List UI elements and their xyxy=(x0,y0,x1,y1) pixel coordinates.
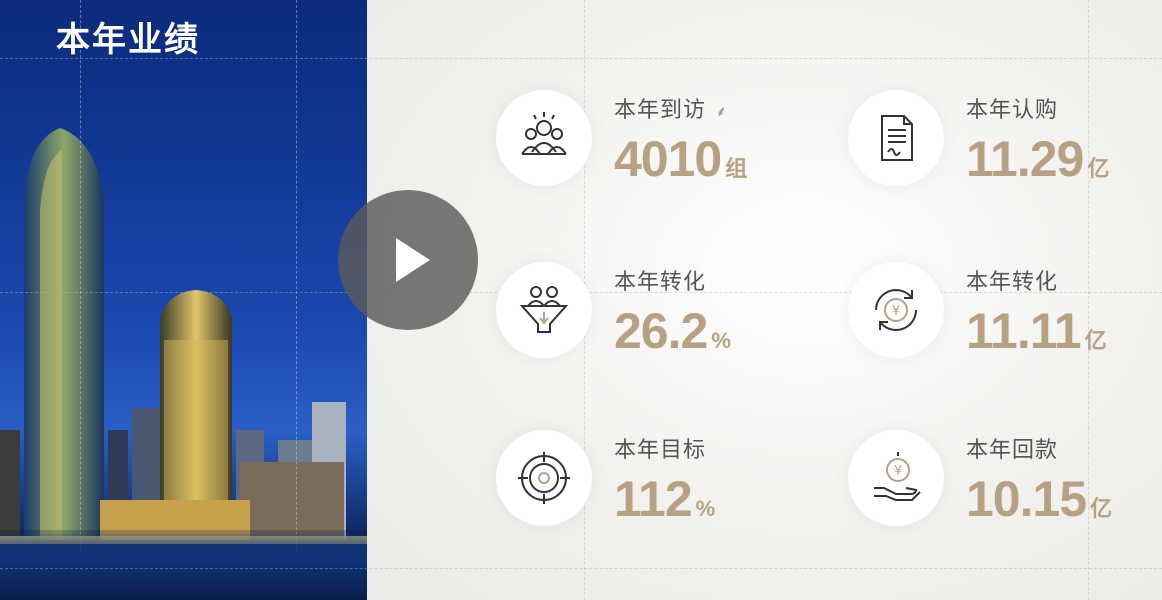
stat-value: 11.29 亿 xyxy=(966,131,1110,187)
stat-label: 本年回款 xyxy=(966,438,1059,463)
yuan-cycle-icon: ¥ xyxy=(848,262,944,358)
guide-line xyxy=(0,568,1162,569)
stat-annual-conversion-amount: ¥ 本年转化 11.11 亿 xyxy=(848,262,1162,372)
stat-label: 本年转化 xyxy=(614,270,707,295)
guide-line xyxy=(1088,0,1089,600)
skyline-illustration xyxy=(0,128,367,554)
stat-value: 11.11 亿 xyxy=(966,303,1107,359)
play-button[interactable] xyxy=(338,190,478,330)
svg-text:¥: ¥ xyxy=(894,464,902,479)
page-title: 本年业绩 xyxy=(56,20,200,60)
stat-label: 本年目标 xyxy=(614,438,707,463)
svg-text:¥: ¥ xyxy=(892,304,900,319)
play-button-icon xyxy=(396,238,430,282)
stat-annual-target: 本年目标 112% xyxy=(496,430,816,540)
stat-label: 本年转化 xyxy=(966,270,1059,295)
guide-line xyxy=(0,58,1162,59)
hand-yuan-coin-icon: ¥ xyxy=(848,430,944,526)
stat-annual-subscription: 本年认购 11.29 亿 xyxy=(848,90,1162,200)
stat-annual-conversion-rate: 本年转化 26.2% xyxy=(496,262,816,372)
city-skyline-image: 本年业绩 xyxy=(0,0,367,600)
mouse-cursor-icon: ⸙ xyxy=(716,104,727,120)
contract-document-icon xyxy=(848,90,944,186)
stat-value: 4010 组 xyxy=(614,131,748,187)
guide-line xyxy=(80,0,81,600)
guide-line xyxy=(296,0,297,600)
stat-value: 26.2% xyxy=(614,303,731,359)
stat-label: 本年到访 xyxy=(614,98,707,123)
target-crosshair-icon xyxy=(496,430,592,526)
visitors-group-icon xyxy=(496,90,592,186)
stat-value: 112% xyxy=(614,471,716,527)
stat-annual-visits: 本年到访 4010 组 xyxy=(496,90,816,200)
stat-annual-collection: ¥ 本年回款 10.15 亿 xyxy=(848,430,1162,540)
stat-value: 10.15 亿 xyxy=(966,471,1113,527)
conversion-funnel-icon xyxy=(496,262,592,358)
stat-label: 本年认购 xyxy=(966,98,1059,123)
